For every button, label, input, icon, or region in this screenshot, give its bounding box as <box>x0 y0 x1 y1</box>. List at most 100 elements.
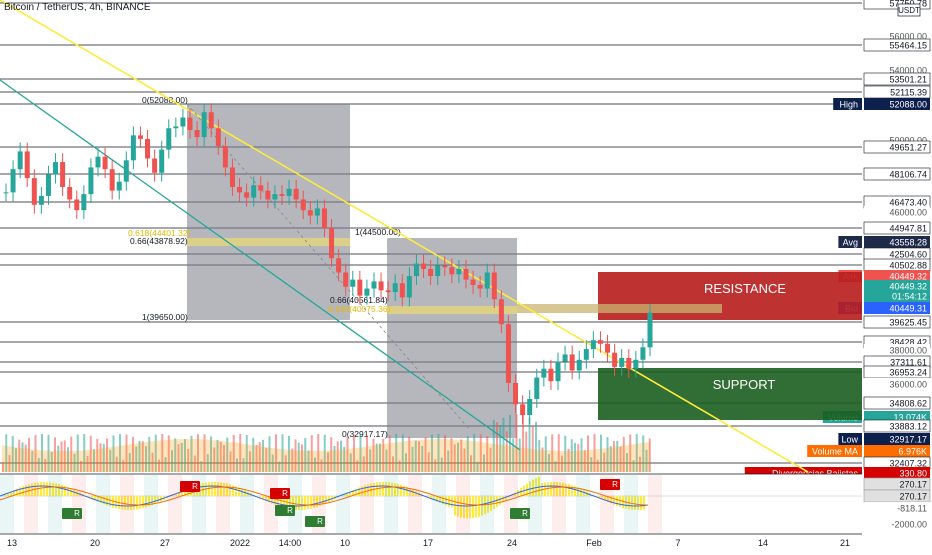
time-axis-label: Feb <box>586 538 602 548</box>
candle-body <box>166 128 171 149</box>
macd-histogram-bar <box>643 496 645 510</box>
candle-body <box>336 258 341 272</box>
divergence-marker-label: R <box>192 482 198 491</box>
macd-histogram-bar <box>214 482 216 496</box>
price-axis-tag: High <box>839 100 858 110</box>
candle-body <box>265 191 270 200</box>
candle-body <box>53 162 58 174</box>
support-zone <box>598 368 862 420</box>
divergence-marker-label: R <box>612 480 618 489</box>
fib-label-b618: 0.618(40075.36) <box>328 304 391 314</box>
price-axis-label: -2000.00 <box>891 520 927 530</box>
candle-body <box>605 344 610 353</box>
candle-body <box>18 151 23 169</box>
time-axis-label: 14:00 <box>279 538 302 548</box>
price-axis-label: -818.11 <box>897 504 927 514</box>
macd-histogram-bar <box>382 482 384 496</box>
candle-body <box>67 187 72 199</box>
candle-body <box>556 362 561 382</box>
candle-body <box>138 135 143 139</box>
divergence-marker-label: R <box>522 509 528 518</box>
candle-body <box>74 199 79 210</box>
price-axis-label: 52115.39 <box>890 88 927 98</box>
candle-body <box>159 150 164 173</box>
macd-histogram-bar <box>142 496 144 508</box>
price-axis-label: 49651.27 <box>889 143 927 153</box>
candle-body <box>364 289 369 296</box>
macd-background-band <box>96 475 110 533</box>
macd-histogram-bar <box>211 482 213 496</box>
candle-body <box>626 358 631 369</box>
price-axis-label: 34808.62 <box>889 399 927 409</box>
candle-body <box>4 192 9 193</box>
macd-background-band <box>408 475 422 533</box>
time-axis-label: 20 <box>90 538 100 548</box>
candle-body <box>223 146 228 167</box>
macd-histogram-bar <box>304 496 306 510</box>
candle-body <box>648 313 653 348</box>
candle-body <box>152 159 157 173</box>
candle-body <box>103 157 108 169</box>
price-axis-tag: Low <box>841 435 858 445</box>
macd-histogram-bar <box>478 496 480 517</box>
support-label: SUPPORT <box>713 377 776 392</box>
time-axis-label: 13 <box>7 538 17 548</box>
divergence-marker-label: R <box>74 509 80 518</box>
candle-body <box>386 290 391 292</box>
candle-body <box>393 283 398 292</box>
candle-body <box>442 265 447 267</box>
candle-body <box>584 349 589 360</box>
fib-label-b0: 0(32917.17) <box>342 429 388 439</box>
price-axis-label: 33883.12 <box>889 422 927 432</box>
candle-body <box>39 196 44 205</box>
price-axis-label: 42504.60 <box>889 250 927 260</box>
price-axis-label: 270.17 <box>899 492 927 502</box>
price-axis-label: 48106.74 <box>889 170 927 180</box>
candle-body <box>506 324 511 383</box>
candle-body <box>612 353 617 367</box>
macd-background-band <box>216 475 230 533</box>
candle-body <box>60 162 65 187</box>
macd-histogram-bar <box>43 482 45 496</box>
candle-body <box>485 273 490 289</box>
macd-background-band <box>648 475 662 533</box>
macd-histogram-bar <box>568 484 570 496</box>
price-axis-label: 52088.00 <box>889 100 927 110</box>
currency-badge: USDT <box>898 6 920 15</box>
candle-body <box>230 167 235 187</box>
macd-histogram-bar <box>475 496 477 518</box>
macd-histogram-bar <box>454 496 456 516</box>
candle-body <box>400 283 405 297</box>
macd-background-band <box>120 475 134 533</box>
price-axis-label: 36000.00 <box>889 380 927 390</box>
price-axis-label: 53501.21 <box>889 75 927 85</box>
candle-body <box>258 185 263 190</box>
time-axis-label: 7 <box>675 538 680 548</box>
candle-body <box>88 167 93 194</box>
price-axis-label: 46000.00 <box>889 208 927 218</box>
candle-body <box>315 208 320 215</box>
time-axis-label: 27 <box>160 538 170 548</box>
macd-background-band <box>48 475 62 533</box>
candle-body <box>449 267 454 274</box>
candle-body <box>244 192 249 197</box>
macd-histogram-bar <box>136 496 138 509</box>
candle-body <box>237 187 242 192</box>
macd-background-band <box>504 475 518 533</box>
candle-body <box>640 347 645 359</box>
macd-background-band <box>0 475 14 533</box>
candle-body <box>499 299 504 324</box>
macd-background-band <box>480 475 494 533</box>
price-axis-label: 43558.28 <box>889 238 927 248</box>
price-axis-label: 40449.31 <box>889 304 927 314</box>
target-band <box>517 304 722 313</box>
macd-histogram-bar <box>310 496 312 509</box>
price-axis-label: 32917.17 <box>889 435 927 445</box>
candle-body <box>110 169 115 190</box>
macd-histogram-bar <box>232 485 234 496</box>
macd-histogram-bar <box>571 485 573 496</box>
candle-body <box>251 185 256 197</box>
candle-body <box>202 112 207 137</box>
